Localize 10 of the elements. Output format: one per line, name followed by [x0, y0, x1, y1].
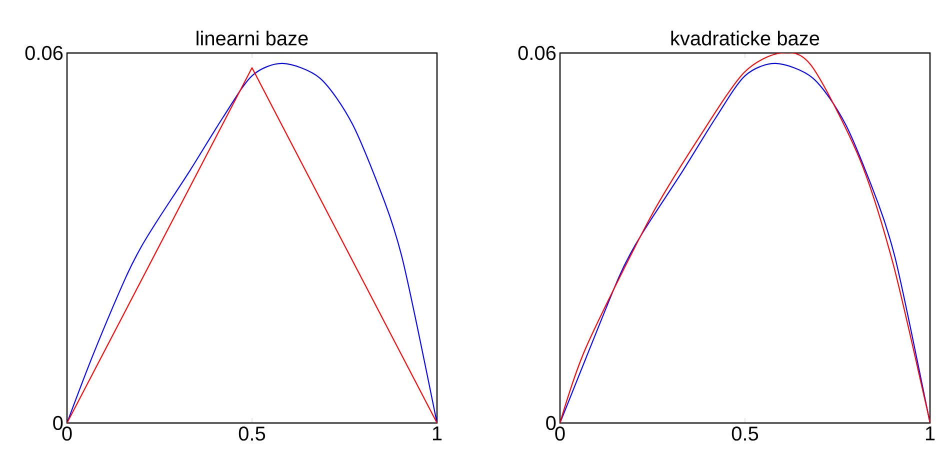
y-tick-label: 0.06: [518, 46, 556, 60]
y-tick-label: 0.06: [25, 46, 63, 60]
chart-title: linearni baze: [196, 30, 308, 46]
chart-title: kvadraticke baze: [671, 30, 820, 46]
x-tick-label: 1: [432, 426, 442, 440]
x-tick-label: 0: [62, 426, 72, 441]
x-tick-label: 1: [926, 426, 935, 440]
x-tick-label: 0.5: [732, 426, 758, 441]
x-tick-label: 0.5: [238, 426, 266, 441]
x-tick-label: 0: [555, 426, 565, 441]
